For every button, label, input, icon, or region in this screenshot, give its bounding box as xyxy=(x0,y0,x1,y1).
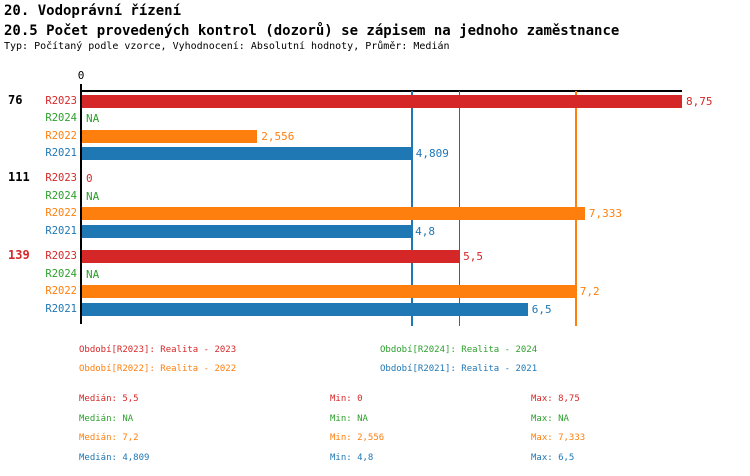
row-label-r2021: R2021 xyxy=(45,302,77,315)
y-axis-line xyxy=(80,84,82,324)
row-label-r2022: R2022 xyxy=(45,207,77,220)
bar-r2021 xyxy=(82,302,528,316)
bar-r2022 xyxy=(82,129,258,143)
stat-max-row4: Max: 6,5 xyxy=(531,452,575,463)
axis-origin-label: 0 xyxy=(77,69,85,82)
stat-min-row2: Min: NA xyxy=(330,413,368,424)
bar-value-label: 2,556 xyxy=(261,129,295,143)
stat-min-row3: Min: 2,556 xyxy=(330,433,385,443)
stat-max-row3: Max: 7,333 xyxy=(531,433,586,443)
stat-min-row4: Min: 4,8 xyxy=(330,452,374,463)
row-label-r2023: R2023 xyxy=(45,250,77,263)
stat-median-row1: Medián: 5,5 xyxy=(79,394,139,404)
row-label-r2023: R2023 xyxy=(45,94,77,107)
x-axis-line xyxy=(81,90,682,92)
row-label-r2022: R2022 xyxy=(45,129,77,142)
bar-value-label: 7,2 xyxy=(579,285,600,299)
row-label-r2024: R2024 xyxy=(45,112,77,125)
stat-median-row2: Medián: NA xyxy=(79,413,134,424)
stat-max-row2: Max: NA xyxy=(531,413,569,424)
na-label: NA xyxy=(86,267,100,281)
chart-meta: Typ: Počítaný podle vzorce, Vyhodnocení:… xyxy=(4,41,450,52)
legend-item-3: Období[R2022]: Realita - 2022 xyxy=(79,364,237,374)
legend-item-4: Období[R2021]: Realita - 2021 xyxy=(380,364,538,374)
row-label-r2021: R2021 xyxy=(45,224,77,237)
bar-r2021 xyxy=(82,147,412,161)
page-title: 20. Vodoprávní řízení xyxy=(4,3,182,19)
bar-value-label: 8,75 xyxy=(686,94,713,108)
group-label: 139 xyxy=(8,248,30,263)
group-label: 76 xyxy=(8,92,23,107)
stat-median-row3: Medián: 7,2 xyxy=(79,433,139,443)
na-label: NA xyxy=(86,189,100,203)
bar-value-label: 4,8 xyxy=(415,224,436,238)
bar-value-label: 7,333 xyxy=(588,207,622,221)
row-label-r2022: R2022 xyxy=(45,285,77,298)
na-label: NA xyxy=(86,112,100,126)
bar-value-label: 0 xyxy=(86,172,93,186)
bar-value-label: 5,5 xyxy=(463,250,484,264)
bar-value-label: 4,809 xyxy=(415,147,449,161)
bar-value-label: 6,5 xyxy=(531,302,552,316)
bar-r2022 xyxy=(82,207,585,221)
stat-min-row1: Min: 0 xyxy=(330,394,363,404)
group-label: 111 xyxy=(8,170,30,185)
row-label-r2024: R2024 xyxy=(45,267,77,280)
bar-r2023 xyxy=(82,94,682,108)
row-label-r2024: R2024 xyxy=(45,189,77,202)
row-label-r2023: R2023 xyxy=(45,172,77,185)
stat-median-row4: Medián: 4,809 xyxy=(79,452,150,463)
stat-max-row1: Max: 8,75 xyxy=(531,394,580,404)
legend-item-1: Období[R2023]: Realita - 2023 xyxy=(79,345,237,355)
page-subtitle: 20.5 Počet provedených kontrol (dozorů) … xyxy=(4,23,620,39)
row-label-r2021: R2021 xyxy=(45,147,77,160)
bar-r2021 xyxy=(82,224,412,238)
bar-r2022 xyxy=(82,285,576,299)
legend-item-2: Období[R2024]: Realita - 2024 xyxy=(380,345,538,355)
bar-r2023 xyxy=(82,250,460,264)
